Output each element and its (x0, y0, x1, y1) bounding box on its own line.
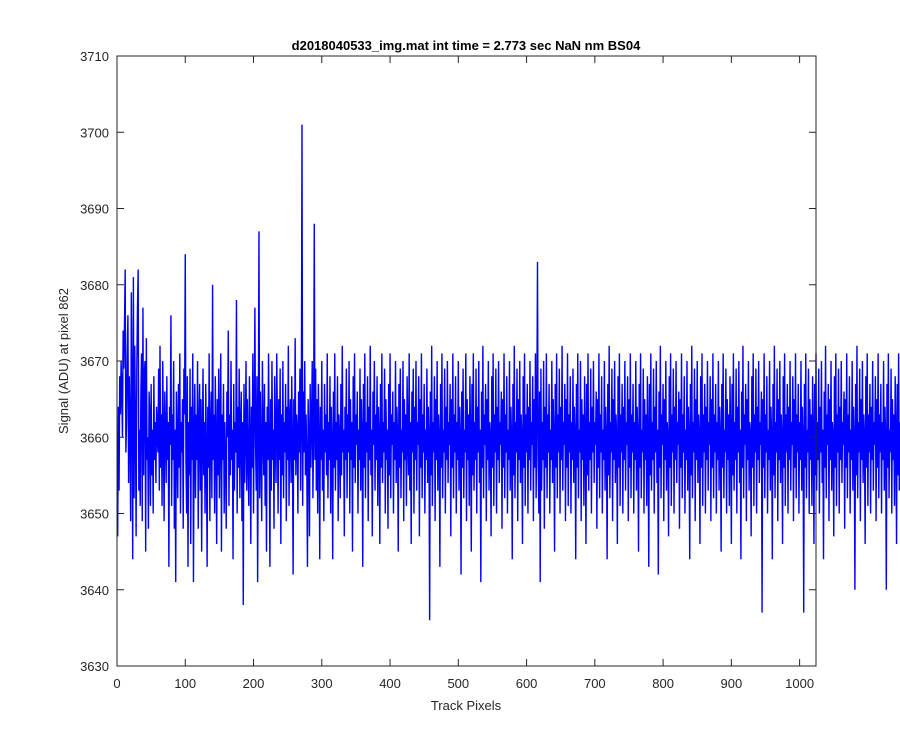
y-tick-label-3680: 3680 (80, 278, 109, 293)
x-tick-label-800: 800 (652, 676, 674, 691)
chart-title: d2018040533_img.mat int time = 2.773 sec… (292, 38, 641, 53)
x-tick-label-0: 0 (113, 676, 120, 691)
x-tick-label-1000: 1000 (785, 676, 814, 691)
y-tick-label-3630: 3630 (80, 659, 109, 674)
y-tick-label-3690: 3690 (80, 202, 109, 217)
x-tick-label-300: 300 (311, 676, 333, 691)
y-axis-title: Signal (ADU) at pixel 862 (56, 288, 71, 434)
x-tick-label-400: 400 (379, 676, 401, 691)
x-axis-title: Track Pixels (431, 698, 502, 713)
x-tick-label-900: 900 (721, 676, 743, 691)
y-tick-label-3650: 3650 (80, 507, 109, 522)
data-layer (116, 124, 900, 621)
x-tick-label-700: 700 (584, 676, 606, 691)
series-line-1 (116, 124, 900, 621)
x-tick-label-600: 600 (516, 676, 538, 691)
axes-layer: 0 100 200 300 400 500 600 700 800 900 1000 3630 3640… (80, 49, 817, 691)
y-tick-label-3710: 3710 (80, 49, 109, 64)
y-tick-label-3660: 3660 (80, 430, 109, 445)
y-tick-label-3700: 3700 (80, 125, 109, 140)
y-tick-label-3670: 3670 (80, 354, 109, 369)
x-tick-label-500: 500 (447, 676, 469, 691)
y-tick-label-3640: 3640 (80, 583, 109, 598)
x-tick-label-100: 100 (174, 676, 196, 691)
x-tick-label-200: 200 (243, 676, 265, 691)
